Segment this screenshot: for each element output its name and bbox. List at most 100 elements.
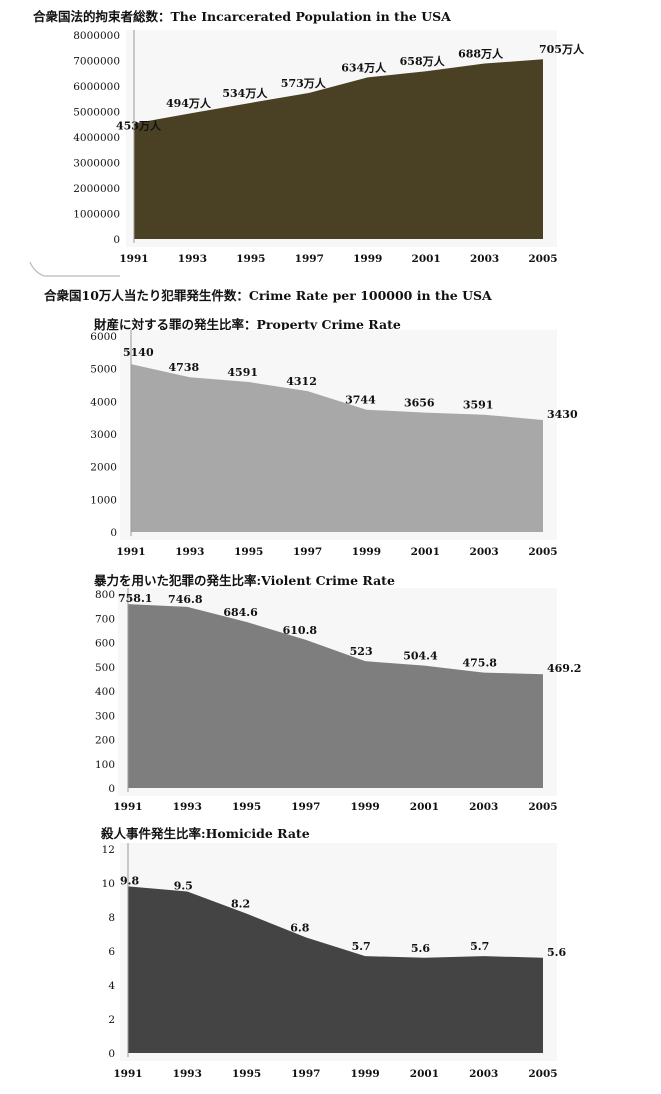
prison-data-label: 634万人 (341, 60, 387, 74)
violent-y-tick: 800 (95, 589, 115, 601)
property-x-tick: 2003 (470, 546, 499, 558)
prison-chart-title: 合衆国法的拘束者総数：The Incarcerated Population i… (33, 9, 451, 24)
homicide-y-tick: 6 (108, 946, 115, 958)
homicide-x-tick: 1995 (232, 1068, 261, 1080)
violent-x-tick: 1999 (351, 801, 380, 813)
property-data-label: 3656 (404, 397, 435, 410)
prison-data-label: 534万人 (222, 86, 268, 100)
homicide-data-label: 9.8 (120, 874, 139, 887)
violent-y-tick: 500 (95, 662, 115, 674)
property-x-tick: 2001 (411, 546, 440, 558)
violent-y-tick: 600 (95, 638, 115, 650)
prison-chart: 0 1000000 2000000 3000000 4000000 5000000 6000… (73, 30, 585, 265)
violent-y-tick: 700 (95, 613, 115, 625)
violent-y-tick: 300 (95, 710, 115, 722)
prison-data-label: 688万人 (458, 47, 504, 61)
property-y-tick: 2000 (90, 462, 117, 474)
property-x-tick: 1995 (234, 546, 263, 558)
violent-data-label: 746.8 (168, 593, 203, 606)
property-x-tick: 2005 (528, 546, 557, 558)
violent-x-tick: 1993 (173, 801, 202, 813)
violent-x-tick: 1995 (232, 801, 261, 813)
prison-y-tick: 0 (113, 234, 120, 246)
prison-y-tick: 1000000 (73, 209, 120, 221)
violent-data-label: 504.4 (403, 650, 438, 663)
violent-data-label: 523 (350, 645, 373, 658)
property-y-tick: 1000 (90, 494, 117, 506)
homicide-x-tick: 2003 (469, 1068, 498, 1080)
property-data-label: 3744 (345, 394, 376, 407)
violent-x-tick: 2001 (410, 801, 439, 813)
homicide-data-label: 9.5 (174, 880, 193, 893)
prison-y-tick: 2000000 (73, 183, 120, 195)
homicide-data-label: 5.6 (411, 942, 430, 955)
prison-x-tick: 1995 (236, 253, 265, 265)
prison-data-label: 494万人 (166, 96, 212, 110)
prison-y-tick: 3000000 (73, 158, 120, 170)
property-x-tick: 1999 (352, 546, 381, 558)
violent-y-tick: 100 (95, 759, 115, 771)
prison-area-series (134, 59, 543, 239)
property-data-label: 3430 (547, 408, 578, 421)
violent-y-tick: 200 (95, 735, 115, 747)
homicide-y-tick: 4 (108, 980, 115, 992)
prison-data-label: 658万人 (400, 54, 446, 68)
violent-y-tick: 400 (95, 686, 115, 698)
prison-x-tick: 2005 (528, 253, 557, 265)
homicide-y-tick: 8 (108, 912, 115, 924)
violent-x-tick: 1997 (291, 801, 320, 813)
prison-x-tick: 1997 (295, 253, 324, 265)
violent-x-tick: 2005 (528, 801, 557, 813)
prison-y-tick: 6000000 (73, 81, 120, 93)
prison-x-tick: 2001 (412, 253, 441, 265)
homicide-chart: 0 2 4 6 8 10 12 1991 1993 1995 1997 1999 2001 2003 200… (102, 843, 566, 1080)
prison-data-label: 573万人 (281, 76, 327, 90)
homicide-x-tick: 2001 (410, 1068, 439, 1080)
prison-x-tick: 1993 (178, 253, 207, 265)
prison-y-tick: 5000000 (73, 107, 120, 119)
prison-x-tick: 1991 (119, 253, 148, 265)
violent-area-series (128, 604, 543, 788)
violent-data-label: 758.1 (118, 592, 152, 605)
prison-y-tick: 8000000 (73, 30, 120, 42)
violent-data-label: 475.8 (462, 657, 497, 670)
violent-chart-title: 暴力を用いた犯罪の発生比率:Violent Crime Rate (94, 573, 395, 588)
homicide-data-label: 5.7 (352, 940, 371, 953)
property-y-tick: 6000 (90, 331, 117, 343)
property-data-label: 3591 (463, 399, 494, 412)
violent-chart: 0 100 200 300 400 500 600 700 800 1991 1993 1995 199… (95, 588, 581, 813)
violent-data-label: 469.2 (547, 662, 581, 675)
prison-x-tick: 1999 (353, 253, 382, 265)
property-x-tick: 1997 (293, 546, 322, 558)
property-data-label: 5140 (123, 346, 154, 359)
violent-data-label: 684.6 (223, 606, 258, 619)
homicide-data-label: 8.2 (231, 898, 250, 911)
violent-x-tick: 2003 (469, 801, 498, 813)
homicide-data-label: 5.6 (547, 946, 566, 959)
prison-chart-bracket (29, 261, 120, 277)
violent-y-tick: 0 (108, 783, 115, 795)
property-y-tick: 5000 (90, 364, 117, 376)
homicide-y-tick: 12 (102, 844, 115, 856)
homicide-area-series (128, 886, 543, 1053)
homicide-x-tick: 1999 (351, 1068, 380, 1080)
property-chart: 0 1000 2000 3000 4000 5000 6000 1991 1993 1995 199… (90, 330, 578, 558)
homicide-y-tick: 10 (102, 878, 115, 890)
property-data-label: 4312 (286, 375, 317, 388)
prison-y-tick: 7000000 (73, 56, 120, 68)
property-data-label: 4738 (169, 361, 200, 374)
property-data-label: 4591 (227, 366, 258, 379)
prison-data-label: 453万人 (116, 118, 162, 132)
homicide-x-tick: 1997 (291, 1068, 320, 1080)
prison-y-tick: 4000000 (73, 132, 120, 144)
homicide-x-tick: 1993 (173, 1068, 202, 1080)
homicide-y-tick: 0 (108, 1048, 115, 1060)
homicide-y-tick: 2 (108, 1014, 115, 1026)
property-x-tick: 1991 (116, 546, 145, 558)
crime-section-title: 合衆国10万人当たり犯罪発生件数：Crime Rate per 100000 i… (44, 288, 492, 303)
homicide-x-tick: 1991 (113, 1068, 142, 1080)
homicide-x-tick: 2005 (528, 1068, 557, 1080)
property-x-tick: 1993 (175, 546, 204, 558)
property-area-series (131, 364, 543, 532)
